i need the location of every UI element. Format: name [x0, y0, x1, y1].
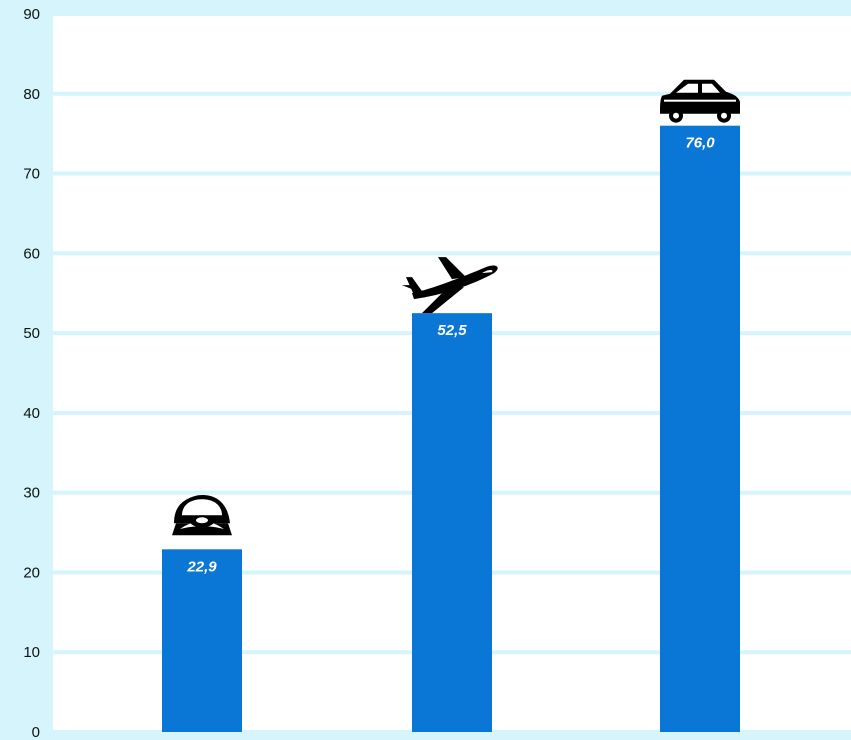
bar [412, 313, 492, 732]
bar [660, 125, 740, 732]
y-tick-label: 60 [23, 245, 40, 262]
y-tick-label: 20 [23, 564, 40, 581]
car-icon [660, 79, 740, 123]
y-tick-label: 40 [23, 405, 40, 422]
y-tick-label: 50 [23, 325, 40, 342]
bars [162, 125, 740, 732]
ship-icon [172, 495, 232, 536]
y-tick-label: 80 [23, 86, 40, 103]
y-tick-label: 70 [23, 166, 40, 183]
y-tick-label: 10 [23, 644, 40, 661]
y-tick-label: 90 [23, 6, 40, 23]
grid-band [53, 16, 851, 92]
y-tick-label: 0 [32, 724, 40, 740]
bar-value-label: 22,9 [186, 558, 217, 575]
airplane-icon [402, 257, 498, 314]
y-tick-label: 30 [23, 485, 40, 502]
bar-value-label: 52,5 [437, 322, 467, 339]
y-axis: 0 10 20 30 40 50 60 70 80 90 [23, 6, 40, 740]
bar-value-label: 76,0 [685, 135, 715, 152]
bar [162, 549, 242, 732]
value-labels: 22,9 52,5 76,0 [186, 135, 715, 576]
